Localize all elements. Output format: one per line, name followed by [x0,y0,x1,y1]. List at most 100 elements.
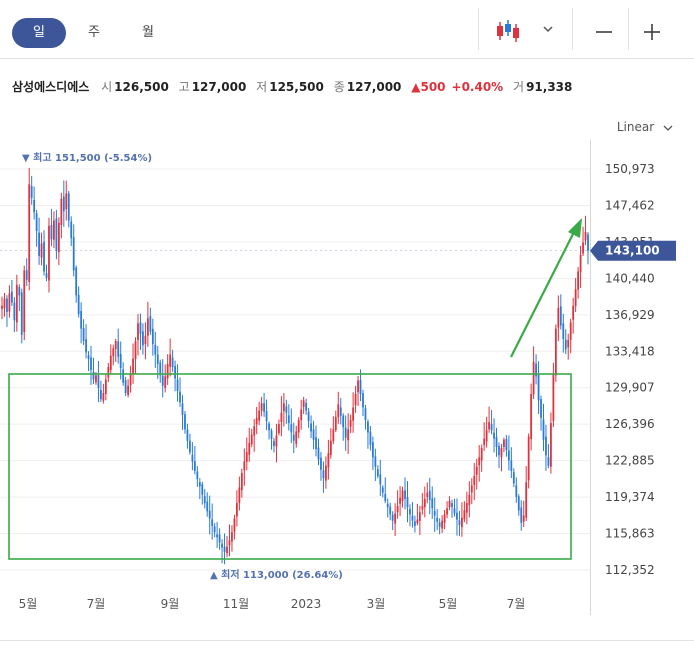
candle-body [374,456,377,467]
candle-body [357,380,359,393]
candle-body [344,427,347,438]
candle-body [577,271,580,290]
candle-body [302,400,305,407]
candle-body [1,305,3,309]
candle-body [186,429,189,441]
candle-body [329,440,332,456]
scale-selector[interactable]: Linear [617,120,674,134]
candle-body [95,375,97,383]
candle-body [250,434,253,445]
candle-body [379,474,382,485]
candle-body [122,369,125,383]
candle-body [218,534,221,543]
candle-body [540,399,542,418]
candle-body [28,184,31,282]
candle-body [62,196,65,212]
candle-body [129,374,132,386]
chart-toolbar: 일 주 월 [0,0,694,59]
candle-body [537,374,540,401]
candle-body [448,500,451,508]
x-tick-label: 2023 [291,597,322,611]
candle-body [65,193,68,210]
trend-arrow-line [510,231,575,358]
candle-body [137,323,139,341]
candle-body [146,318,149,336]
candle-body [174,366,176,379]
candle-body [418,512,421,521]
candle-body [554,328,557,376]
candle-body [423,498,426,508]
candle-body [97,375,100,388]
y-tick-label: 122,885 [605,454,655,468]
candle-body [354,394,357,406]
candle-body [389,506,392,515]
candle-body [253,426,256,436]
candle-body [228,540,231,546]
chevron-down-icon[interactable] [541,22,555,80]
candle-body [231,532,233,542]
x-tick-label: 11월 [223,597,249,611]
candlestick-icon[interactable] [494,18,528,76]
period-week-button[interactable]: 주 [88,25,100,40]
y-tick-label: 115,863 [605,527,655,541]
candle-body [151,328,154,345]
candle-body [394,513,397,524]
minus-icon[interactable] [594,22,614,80]
candle-body [238,487,241,503]
low-annotation: ▲ 최저 113,000 (26.64%) [210,568,343,581]
candle-body [470,485,473,493]
candle-body [139,322,142,334]
close-label: 종 [333,80,345,94]
candle-body [104,379,107,394]
candle-body [446,508,448,515]
candle-body [100,390,102,400]
candle-body [50,224,53,240]
candle-body [584,232,587,241]
candle-body [490,423,493,431]
candle-body [498,445,500,456]
period-month-button[interactable]: 월 [142,25,154,40]
candle-body [198,482,201,487]
candle-body [70,221,73,239]
candle-body [57,222,60,253]
change-value: ▲500 [411,80,446,94]
candle-body [426,492,429,497]
candle-body [371,442,374,458]
candle-body [433,511,436,516]
volume-value: 91,338 [526,80,573,94]
candle-body [92,371,95,380]
close-value: 127,000 [346,80,402,94]
candle-body [82,328,85,342]
candle-body [216,534,219,538]
candle-body [587,234,589,251]
candle-body [114,341,117,349]
candle-body [85,339,87,353]
candle-body [535,363,537,377]
candle-body [166,363,169,379]
candle-body [159,362,162,376]
candle-body [18,287,21,296]
candle-body [112,348,115,357]
candle-body [33,199,36,213]
period-day-button[interactable]: 일 [12,18,66,48]
candle-body [325,465,327,481]
high-value: 127,000 [191,80,247,94]
y-tick-label: 133,418 [605,344,655,358]
candle-body [579,254,582,273]
candle-body [364,408,367,420]
candle-body [285,406,288,413]
plus-icon[interactable] [642,22,662,80]
y-tick-label: 119,374 [605,490,655,504]
candle-body [196,471,199,480]
candle-body [401,490,404,501]
candle-body [233,518,236,532]
candle-body [359,380,362,395]
candle-body [235,503,238,517]
price-chart[interactable]: 150,973147,462143,951140,440136,929133,4… [0,140,694,615]
candle-body [503,439,505,447]
candle-body [441,520,444,529]
candle-body [134,341,137,360]
candle-body [438,522,441,527]
change-percent: +0.40% [451,80,504,94]
candle-body [500,448,503,458]
